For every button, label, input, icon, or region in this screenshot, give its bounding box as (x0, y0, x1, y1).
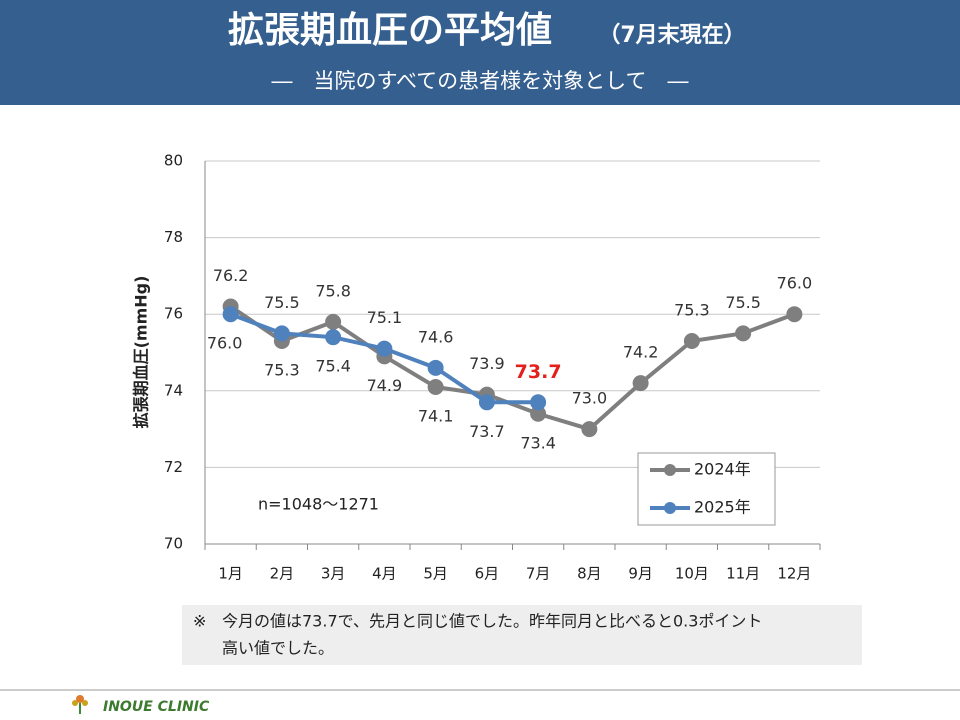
x-tick-label: 2月 (270, 565, 295, 583)
x-tick-label: 8月 (577, 565, 602, 583)
point (325, 329, 342, 346)
title: 拡張期血圧の平均値 (228, 10, 552, 51)
note-line: 高い値でした。 (222, 639, 334, 658)
value-label: 75.3 (264, 361, 300, 380)
legend-box (637, 452, 776, 526)
legend-label: 2024年 (694, 460, 751, 479)
value-label: 75.4 (315, 357, 351, 376)
title-note: （7月末現在） (598, 22, 745, 48)
y-tick-label: 78 (164, 228, 183, 246)
header-band (0, 0, 960, 105)
clinic-logo (72, 695, 88, 714)
point (478, 394, 495, 411)
y-tick-label: 74 (164, 381, 183, 399)
value-label: 73.9 (469, 354, 505, 373)
note-box (182, 605, 862, 665)
note-mark: ※ (193, 612, 206, 631)
point (632, 375, 649, 392)
y-tick-label: 72 (164, 458, 183, 476)
point (325, 313, 342, 330)
plot: 70 72 74 76 78 80 1月 2月 3月 4月 5月 6月 7月 8月 9月 10月 11月 12月 7… (164, 152, 821, 583)
x-tick-label: 7月 (526, 565, 551, 583)
legend: 2024年 2025年 (637, 452, 776, 526)
point (581, 421, 598, 438)
value-label: 75.3 (674, 301, 710, 320)
value-label: 75.5 (264, 293, 300, 312)
x-tick-label: 6月 (475, 565, 500, 583)
subtitle: ― 当院のすべての患者様を対象として ― (271, 69, 688, 93)
value-label: 73.7 (469, 422, 505, 441)
x-tick-label: 5月 (423, 565, 448, 583)
value-label: 74.2 (623, 343, 659, 362)
x-tick-label: 11月 (726, 565, 760, 583)
value-label: 74.1 (418, 406, 454, 425)
point (273, 325, 290, 342)
value-label: 74.9 (367, 376, 403, 395)
point (427, 359, 444, 376)
value-label: 76.0 (207, 334, 243, 353)
x-tick-label: 3月 (321, 565, 346, 583)
legend-dot (664, 464, 676, 476)
value-label: 74.6 (418, 327, 454, 346)
y-tick-label: 70 (164, 535, 183, 553)
point (786, 306, 803, 323)
value-label: 76.2 (213, 266, 249, 285)
point (222, 306, 239, 323)
value-label: 75.8 (315, 281, 351, 300)
value-label: 73.7 (515, 361, 562, 383)
y-axis-label: 拡張期血圧(mmHg) (132, 276, 151, 429)
value-label: 76.0 (777, 274, 813, 293)
y-tick-label: 80 (164, 152, 183, 170)
legend-label: 2025年 (694, 498, 751, 517)
legend-dot (664, 502, 676, 514)
x-tick-label: 12月 (777, 565, 811, 583)
x-tick-label: 4月 (372, 565, 397, 583)
point (530, 405, 547, 422)
y-tick-label: 76 (164, 305, 183, 323)
value-label: 73.4 (520, 433, 556, 452)
point (683, 333, 700, 350)
x-tick-label: 1月 (218, 565, 243, 583)
point (427, 378, 444, 395)
x-tick-label: 10月 (675, 565, 709, 583)
note-line: 今月の値は73.7で、先月と同じ値でした。昨年同月と比べると0.3ポイント (222, 612, 762, 631)
point (530, 394, 547, 411)
value-label: 75.5 (725, 293, 761, 312)
value-label: 73.0 (572, 389, 608, 408)
clinic-name: INOUE CLINIC (103, 699, 210, 715)
point (376, 340, 393, 357)
annotation: n=1048～1271 (258, 495, 379, 514)
value-label: 75.1 (367, 308, 403, 327)
point (735, 325, 752, 342)
x-tick-label: 9月 (628, 565, 653, 583)
